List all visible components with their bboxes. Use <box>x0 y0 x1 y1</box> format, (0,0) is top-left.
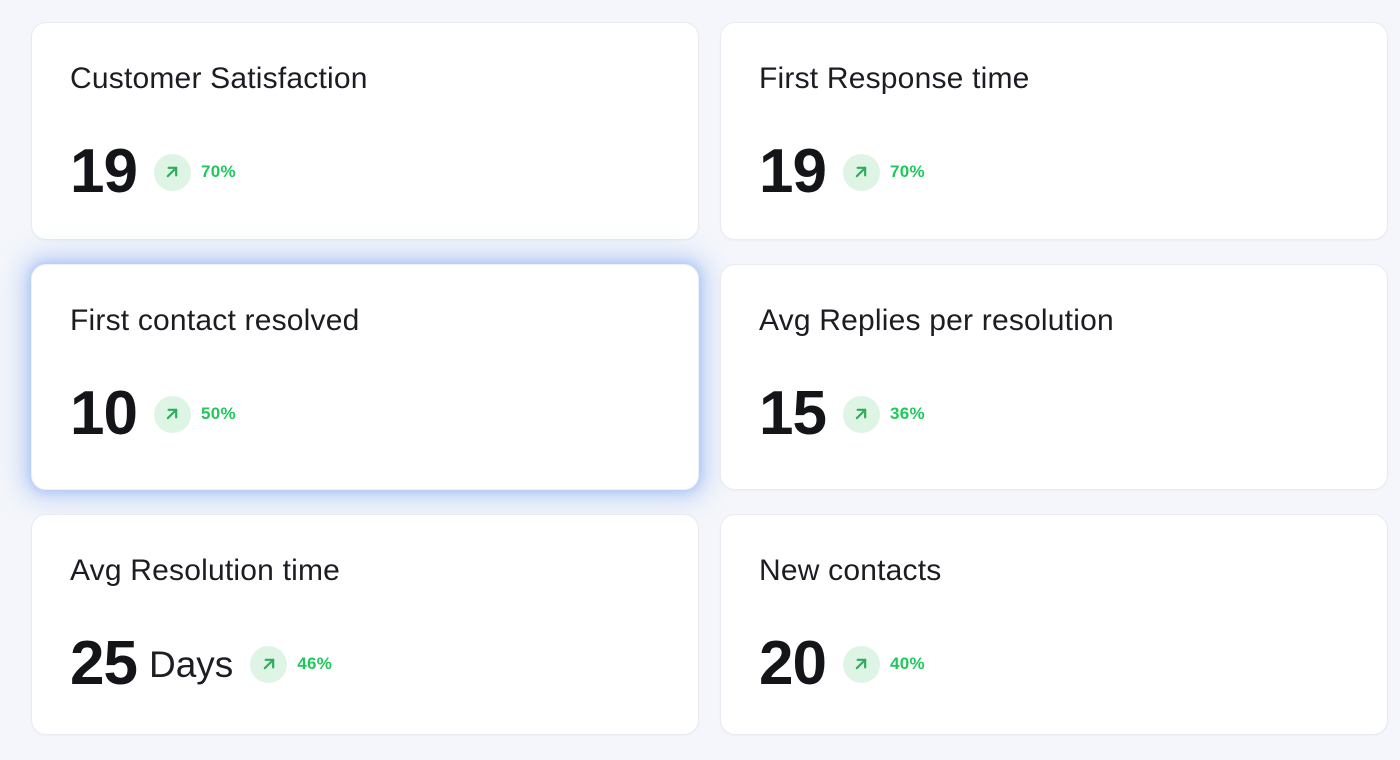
kpi-card-new-contacts[interactable]: New contacts 20 40% <box>720 514 1388 735</box>
kpi-value-row: 20 40% <box>759 633 1349 695</box>
kpi-card-title: First Response time <box>759 62 1030 95</box>
kpi-value-row: 19 70% <box>759 141 1349 203</box>
kpi-value-unit: Days <box>148 643 234 685</box>
kpi-delta-percent: 70% <box>200 162 236 181</box>
kpi-card-title: First contact resolved <box>70 304 360 337</box>
kpi-value: 15 <box>759 379 827 448</box>
kpi-card-first-contact-resolved[interactable]: First contact resolved 10 50% <box>31 264 699 490</box>
arrow-up-right-icon <box>153 153 191 191</box>
kpi-card-avg-replies-per-resolution[interactable]: Avg Replies per resolution 15 36% <box>720 264 1388 490</box>
kpi-value: 25 <box>70 629 138 698</box>
arrow-up-right-icon <box>842 153 880 191</box>
kpi-value-row: 25 Days 46% <box>70 633 660 695</box>
kpi-value: 19 <box>759 137 827 206</box>
kpi-card-title: Avg Resolution time <box>70 554 341 587</box>
kpi-delta-percent: 40% <box>889 654 925 673</box>
kpi-delta-percent: 70% <box>889 162 925 181</box>
kpi-delta-percent: 36% <box>889 404 925 423</box>
kpi-card-title: Customer Satisfaction <box>70 62 368 95</box>
kpi-value: 19 <box>70 137 138 206</box>
kpi-card-avg-resolution-time[interactable]: Avg Resolution time 25 Days 46% <box>31 514 699 735</box>
arrow-up-right-icon <box>842 395 880 433</box>
arrow-up-right-icon <box>842 645 880 683</box>
kpi-value: 10 <box>70 379 138 448</box>
kpi-card-first-response-time[interactable]: First Response time 19 70% <box>720 22 1388 240</box>
kpi-card-title: Avg Replies per resolution <box>759 304 1114 337</box>
arrow-up-right-icon <box>250 645 288 683</box>
kpi-value: 20 <box>759 629 827 698</box>
arrow-up-right-icon <box>153 395 191 433</box>
kpi-delta-percent: 46% <box>297 654 333 673</box>
kpi-value-row: 19 70% <box>70 141 660 203</box>
kpi-value-row: 10 50% <box>70 383 660 445</box>
kpi-value-row: 15 36% <box>759 383 1349 445</box>
kpi-card-customer-satisfaction[interactable]: Customer Satisfaction 19 70% <box>31 22 699 240</box>
kpi-delta-percent: 50% <box>200 404 236 423</box>
kpi-card-title: New contacts <box>759 554 942 587</box>
